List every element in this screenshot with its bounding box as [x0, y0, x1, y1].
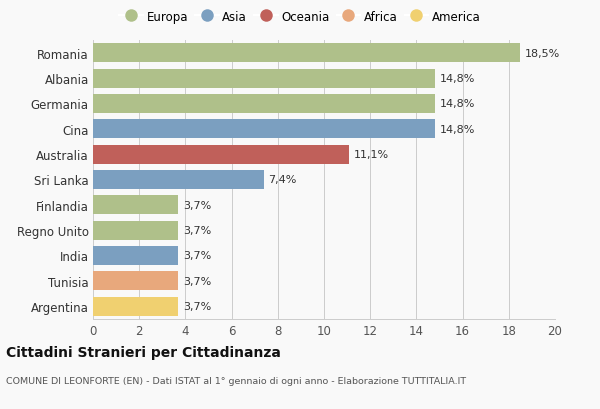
Text: 3,7%: 3,7% — [183, 301, 211, 311]
Bar — [93, 44, 520, 63]
Bar — [93, 297, 178, 316]
Bar — [93, 246, 178, 265]
Text: 18,5%: 18,5% — [525, 49, 560, 58]
Text: 3,7%: 3,7% — [183, 225, 211, 236]
Text: 14,8%: 14,8% — [439, 124, 475, 135]
Text: 11,1%: 11,1% — [354, 150, 389, 160]
Text: 3,7%: 3,7% — [183, 200, 211, 210]
Bar — [93, 94, 435, 114]
Bar — [93, 171, 264, 189]
Bar — [93, 196, 178, 215]
Text: Cittadini Stranieri per Cittadinanza: Cittadini Stranieri per Cittadinanza — [6, 346, 281, 360]
Bar — [93, 272, 178, 290]
Bar — [93, 145, 349, 164]
Bar — [93, 120, 435, 139]
Text: COMUNE DI LEONFORTE (EN) - Dati ISTAT al 1° gennaio di ogni anno - Elaborazione : COMUNE DI LEONFORTE (EN) - Dati ISTAT al… — [6, 376, 466, 385]
Text: 14,8%: 14,8% — [439, 99, 475, 109]
Bar — [93, 221, 178, 240]
Text: 7,4%: 7,4% — [269, 175, 297, 185]
Legend: Europa, Asia, Oceania, Africa, America: Europa, Asia, Oceania, Africa, America — [115, 6, 485, 28]
Text: 3,7%: 3,7% — [183, 251, 211, 261]
Text: 14,8%: 14,8% — [439, 74, 475, 84]
Text: 3,7%: 3,7% — [183, 276, 211, 286]
Bar — [93, 70, 435, 88]
